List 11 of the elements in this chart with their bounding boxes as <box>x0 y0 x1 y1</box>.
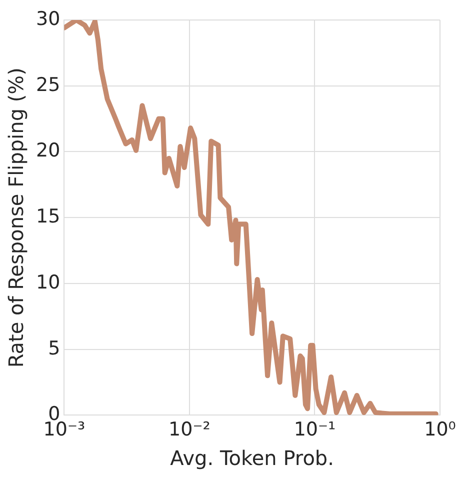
y-axis-title: Rate of Response Flipping (%) <box>4 68 28 368</box>
y-tick-label: 30 <box>36 8 60 30</box>
y-tick-label: 15 <box>36 206 60 228</box>
x-tick-label: 10⁻² <box>168 418 210 441</box>
x-tick-label: 10⁰ <box>424 418 456 441</box>
y-tick-label: 10 <box>36 271 60 294</box>
y-tick-label: 25 <box>36 74 60 96</box>
y-tick-label: 20 <box>36 140 60 162</box>
x-tick-label: 10⁻¹ <box>294 418 336 441</box>
y-tick-label: 5 <box>48 337 60 360</box>
x-axis-title: Avg. Token Prob. <box>170 446 334 470</box>
